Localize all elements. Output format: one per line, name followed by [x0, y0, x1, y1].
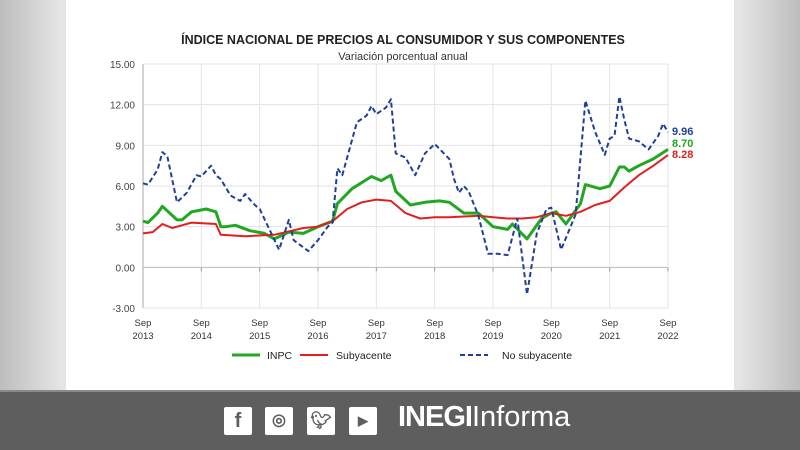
x-tick-month: Sep	[135, 318, 152, 329]
inegi-informa-logo: INEGIInforma	[398, 401, 571, 433]
x-tick-year: 2016	[307, 331, 328, 342]
y-tick-label: 0.00	[116, 263, 136, 274]
x-tick-month: Sep	[426, 318, 443, 329]
twitter-icon[interactable]: 🐦︎	[307, 407, 335, 435]
instagram-icon[interactable]: ◎	[265, 407, 293, 435]
end-value-label: 9.96	[672, 126, 693, 138]
legend-label: Subyacente	[336, 350, 392, 362]
facebook-icon[interactable]: f	[224, 407, 252, 435]
x-tick-year: 2015	[249, 331, 270, 342]
chart-title: ÍNDICE NACIONAL DE PRECIOS AL CONSUMIDOR…	[181, 32, 625, 47]
x-tick-year: 2014	[191, 331, 212, 342]
y-tick-label: 12.00	[110, 101, 135, 112]
series-line-subyacente	[142, 154, 669, 238]
x-tick-year: 2020	[541, 331, 562, 342]
x-tick-year: 2013	[132, 331, 153, 342]
line-chart: ÍNDICE NACIONAL DE PRECIOS AL CONSUMIDOR…	[110, 32, 693, 362]
legend-label: No subyacente	[502, 350, 572, 362]
chart-subtitle: Variación porcentual anual	[338, 51, 467, 63]
y-tick-label: 6.00	[116, 182, 136, 193]
y-tick-label: -3.00	[112, 304, 135, 315]
x-tick-year: 2018	[424, 331, 445, 342]
youtube-icon[interactable]: ▶	[349, 407, 377, 435]
x-tick-month: Sep	[485, 318, 502, 329]
x-tick-month: Sep	[368, 318, 385, 329]
x-tick-month: Sep	[543, 318, 560, 329]
end-value-label: 8.28	[672, 149, 693, 161]
y-tick-label: 3.00	[116, 223, 136, 234]
x-tick-month: Sep	[251, 318, 268, 329]
series-line-inpc	[142, 148, 669, 241]
x-tick-year: 2022	[657, 331, 678, 342]
x-tick-month: Sep	[193, 318, 210, 329]
x-tick-year: 2021	[599, 331, 620, 342]
series-line-no-subyacente	[142, 95, 669, 296]
legend-label: INPC	[267, 350, 293, 362]
x-tick-month: Sep	[601, 318, 618, 329]
y-tick-label: 15.00	[110, 60, 135, 71]
footer-bar: f ◎ 🐦︎ ▶ INEGIInforma	[0, 390, 800, 450]
y-tick-label: 9.00	[116, 141, 136, 152]
x-tick-year: 2017	[366, 331, 387, 342]
end-value-label: 8.70	[672, 138, 693, 150]
x-tick-year: 2019	[482, 331, 503, 342]
x-tick-month: Sep	[310, 318, 327, 329]
x-tick-month: Sep	[660, 318, 677, 329]
